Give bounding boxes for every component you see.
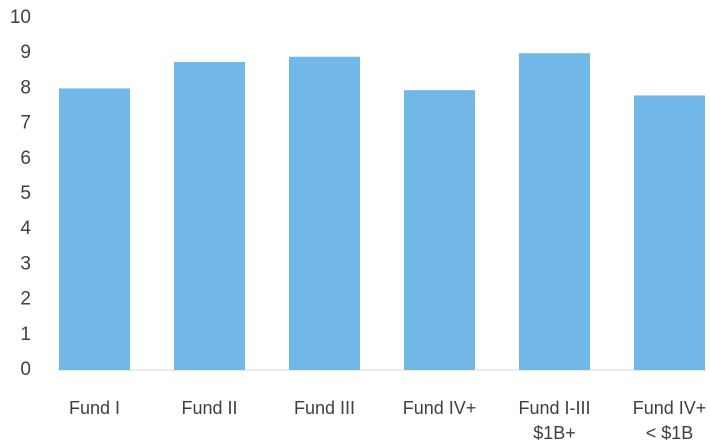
x-tick-label: Fund IV+ [402, 398, 477, 418]
bar [59, 88, 130, 371]
y-tick-label: 7 [20, 113, 31, 134]
x-tick-label: Fund I-III $1B+ [518, 398, 591, 442]
y-tick-label: 6 [20, 148, 31, 169]
bar [519, 53, 590, 370]
y-tick-label: 5 [20, 183, 31, 204]
y-tick-label: 3 [20, 253, 31, 274]
x-tick-label: Fund IV+ < $1B [632, 398, 707, 442]
x-tick-label: Fund II [181, 398, 238, 418]
y-tick-label: 1 [20, 324, 31, 345]
y-tick-label: 9 [20, 42, 31, 63]
bar [289, 56, 360, 370]
x-tick-label: Fund III [293, 398, 356, 418]
bar [634, 95, 705, 370]
bar [174, 62, 245, 370]
x-tick-label: Fund I [68, 398, 121, 418]
y-tick-label: 10 [10, 7, 31, 28]
y-tick-label: 0 [20, 359, 31, 380]
bar [404, 90, 475, 370]
y-tick-label: 8 [20, 77, 31, 98]
y-tick-label: 2 [20, 289, 31, 310]
y-tick-label: 4 [20, 218, 31, 239]
